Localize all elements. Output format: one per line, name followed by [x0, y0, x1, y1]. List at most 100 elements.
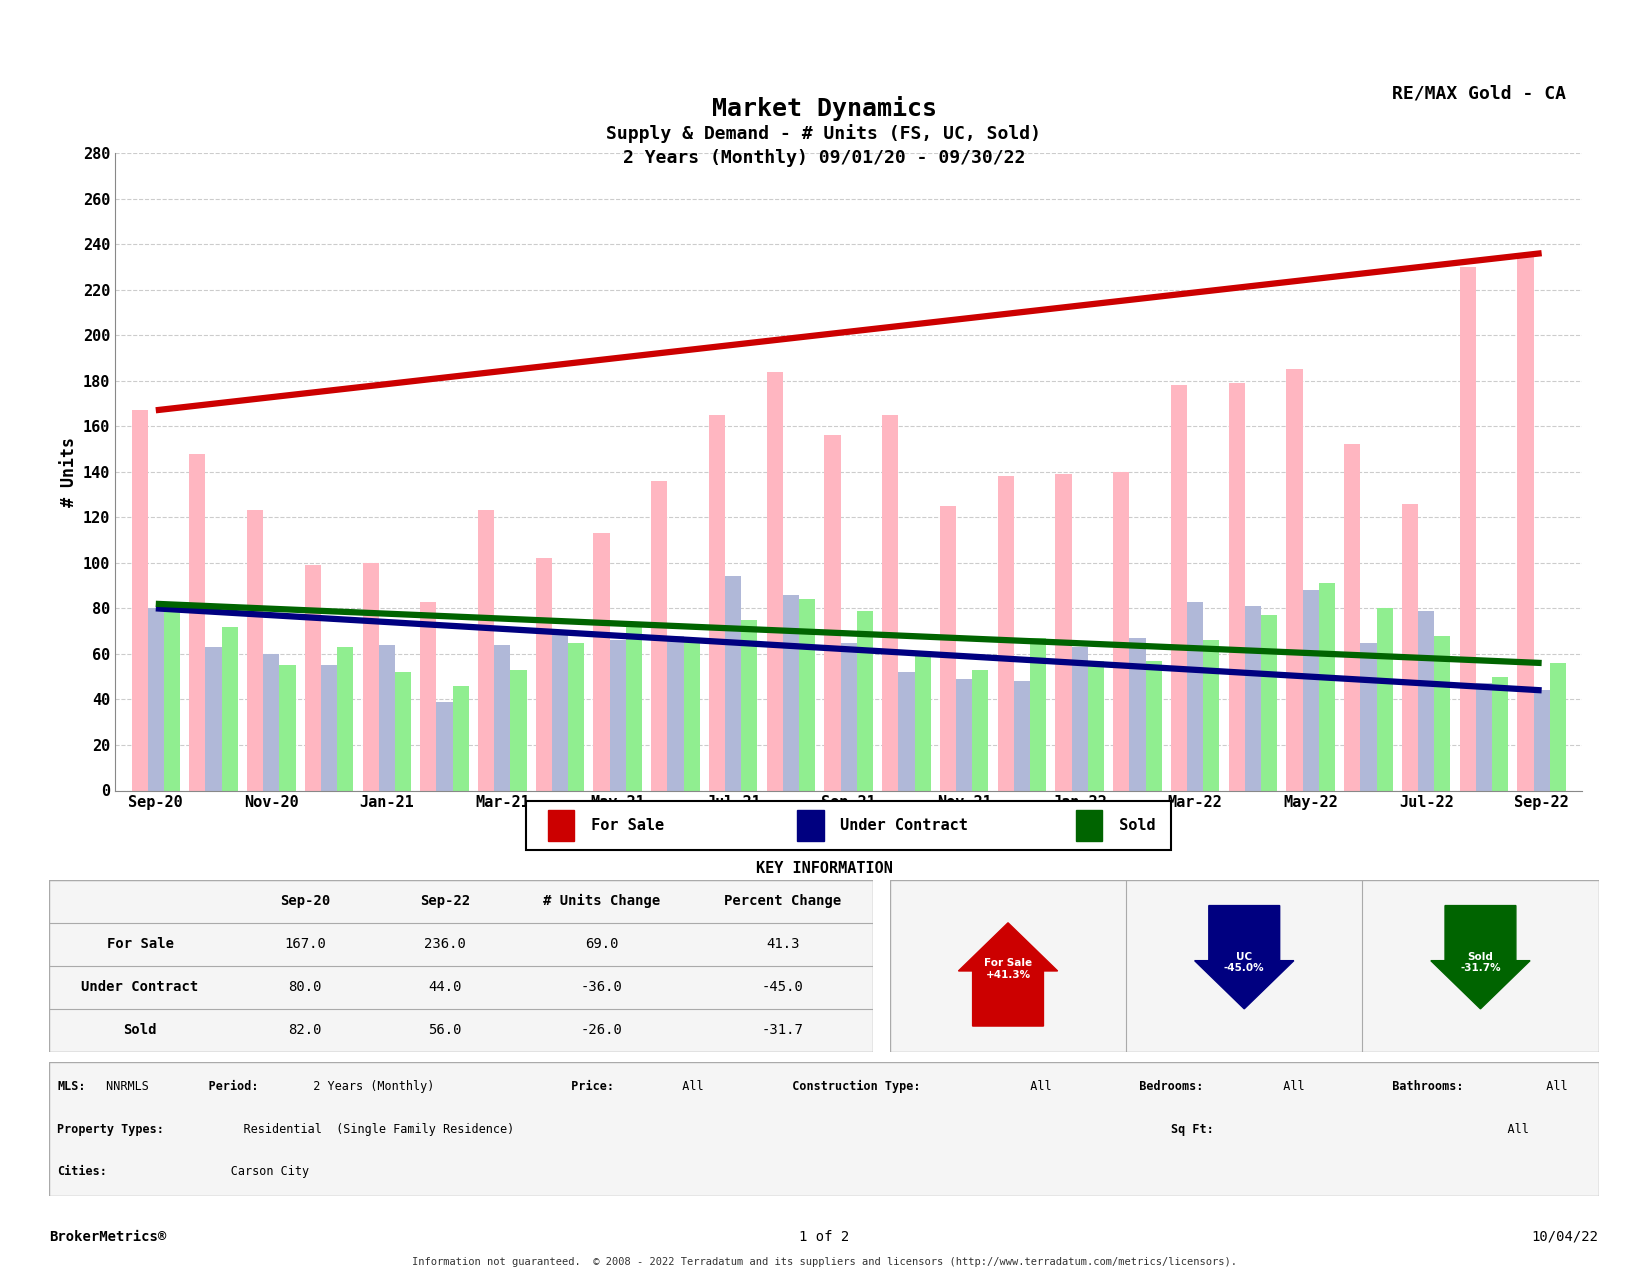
- Text: For Sale: For Sale: [107, 937, 173, 951]
- Text: Sep-20: Sep-20: [280, 894, 330, 908]
- Bar: [511, 669, 526, 790]
- Text: Cities:: Cities:: [58, 1165, 107, 1178]
- Bar: [1076, 810, 1103, 842]
- Bar: [569, 643, 585, 790]
- Bar: [610, 640, 626, 790]
- Text: Sold: Sold: [124, 1024, 157, 1038]
- Bar: [148, 608, 163, 790]
- Text: -45.0: -45.0: [761, 980, 804, 994]
- Text: Property Types:: Property Types:: [58, 1122, 165, 1136]
- Text: Construction Type:: Construction Type:: [720, 1080, 920, 1093]
- Bar: [1187, 602, 1203, 790]
- Bar: [1477, 683, 1491, 790]
- FancyArrow shape: [959, 923, 1058, 1026]
- Text: 2 Years (Monthly): 2 Years (Monthly): [300, 1080, 435, 1093]
- Text: Percent Change: Percent Change: [723, 894, 842, 908]
- Text: 1 of 2: 1 of 2: [799, 1230, 849, 1243]
- Bar: [939, 506, 956, 790]
- Bar: [420, 602, 437, 790]
- Text: Residential  (Single Family Residence): Residential (Single Family Residence): [216, 1122, 514, 1136]
- Bar: [742, 620, 758, 790]
- Bar: [1203, 640, 1220, 790]
- Bar: [321, 666, 338, 790]
- Text: RE/MAX Gold - CA: RE/MAX Gold - CA: [1391, 84, 1566, 102]
- Bar: [1417, 611, 1434, 790]
- Bar: [651, 481, 667, 790]
- Bar: [247, 510, 264, 790]
- Text: Sold
-31.7%: Sold -31.7%: [1460, 951, 1501, 973]
- Text: Sep-22: Sep-22: [420, 894, 470, 908]
- Text: Bedrooms:: Bedrooms:: [1068, 1080, 1203, 1093]
- Text: 2 Years (Monthly) 09/01/20 - 09/30/22: 2 Years (Monthly) 09/01/20 - 09/30/22: [623, 149, 1025, 167]
- Bar: [956, 678, 972, 790]
- Bar: [1491, 677, 1508, 790]
- Text: All: All: [1269, 1080, 1304, 1093]
- Bar: [1318, 584, 1335, 790]
- Bar: [915, 654, 931, 790]
- Text: All: All: [1015, 1080, 1051, 1093]
- Bar: [972, 669, 989, 790]
- Bar: [593, 533, 610, 790]
- Bar: [494, 645, 511, 790]
- Bar: [305, 565, 321, 790]
- Bar: [132, 411, 148, 790]
- Text: -31.7: -31.7: [761, 1024, 804, 1038]
- FancyBboxPatch shape: [526, 802, 1172, 849]
- Bar: [684, 640, 700, 790]
- Bar: [725, 576, 742, 790]
- Bar: [1229, 382, 1244, 790]
- Bar: [1434, 636, 1450, 790]
- Text: Market Dynamics: Market Dynamics: [712, 96, 936, 121]
- Y-axis label: # Units: # Units: [59, 437, 77, 506]
- Text: 41.3: 41.3: [766, 937, 799, 951]
- Text: Sq Ft:: Sq Ft:: [658, 1122, 1213, 1136]
- Text: For Sale
+41.3%: For Sale +41.3%: [984, 959, 1032, 980]
- Bar: [549, 810, 575, 842]
- Bar: [163, 604, 180, 790]
- Bar: [379, 645, 396, 790]
- Text: MLS:: MLS:: [58, 1080, 86, 1093]
- Text: NNRMLS: NNRMLS: [99, 1080, 150, 1093]
- Bar: [453, 686, 468, 790]
- Text: All: All: [1480, 1122, 1529, 1136]
- Bar: [1534, 690, 1549, 790]
- Bar: [536, 558, 552, 790]
- Bar: [1055, 474, 1071, 790]
- Bar: [552, 634, 569, 790]
- Bar: [1345, 445, 1360, 790]
- Text: Information not guaranteed.  © 2008 - 2022 Terradatum and its suppliers and lice: Information not guaranteed. © 2008 - 202…: [412, 1257, 1236, 1267]
- Bar: [1145, 660, 1162, 790]
- Text: 44.0: 44.0: [428, 980, 461, 994]
- Text: Under Contract: Under Contract: [831, 819, 967, 833]
- Text: 10/04/22: 10/04/22: [1531, 1230, 1599, 1243]
- Text: Under Contract: Under Contract: [81, 980, 199, 994]
- Text: Carson City: Carson City: [130, 1165, 310, 1178]
- FancyArrow shape: [1195, 905, 1294, 1009]
- Bar: [221, 626, 237, 790]
- Text: Supply & Demand - # Units (FS, UC, Sold): Supply & Demand - # Units (FS, UC, Sold): [606, 125, 1042, 143]
- Bar: [1549, 663, 1566, 790]
- Bar: [783, 594, 799, 790]
- Bar: [1014, 681, 1030, 790]
- Bar: [1172, 385, 1187, 790]
- FancyArrow shape: [1430, 905, 1529, 1009]
- Bar: [478, 510, 494, 790]
- Bar: [798, 810, 824, 842]
- Bar: [1376, 608, 1393, 790]
- Bar: [1261, 616, 1277, 790]
- Text: Bathrooms:: Bathrooms:: [1322, 1080, 1463, 1093]
- Bar: [840, 643, 857, 790]
- Text: 69.0: 69.0: [585, 937, 618, 951]
- Bar: [363, 562, 379, 790]
- Bar: [396, 672, 410, 790]
- Text: # Units Change: # Units Change: [542, 894, 661, 908]
- Text: -26.0: -26.0: [580, 1024, 623, 1038]
- Bar: [1460, 266, 1477, 790]
- Text: UC
-45.0%: UC -45.0%: [1224, 951, 1264, 973]
- Bar: [190, 454, 206, 790]
- Text: 82.0: 82.0: [288, 1024, 321, 1038]
- Bar: [280, 666, 295, 790]
- Bar: [1360, 643, 1376, 790]
- Text: KEY INFORMATION: KEY INFORMATION: [755, 861, 893, 876]
- Text: Price:: Price:: [499, 1080, 613, 1093]
